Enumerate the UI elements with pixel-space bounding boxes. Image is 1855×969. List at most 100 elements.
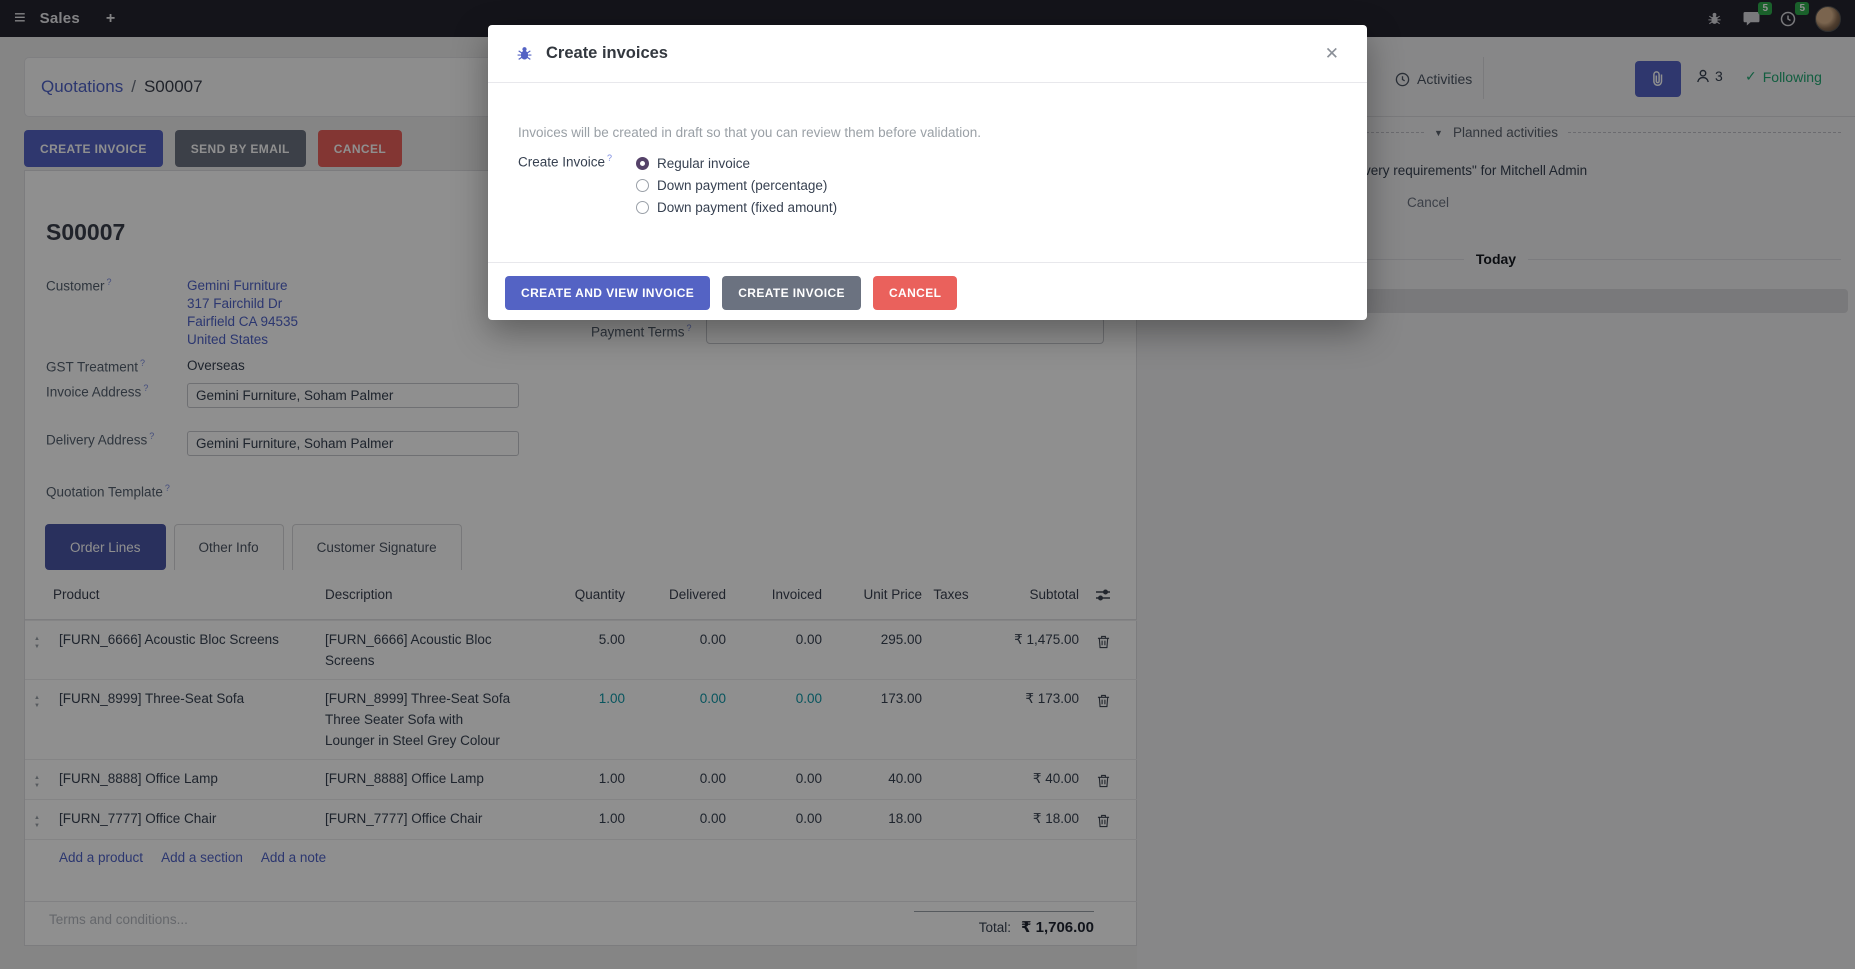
cell-invoiced[interactable]: 0.00: [795, 632, 822, 647]
cell-delivered[interactable]: 0.00: [699, 811, 726, 826]
follower-count: 3: [1715, 68, 1723, 84]
cell-description[interactable]: [FURN_6666] Acoustic Bloc Screens: [325, 632, 492, 668]
drag-handle-icon[interactable]: ▲ ▼: [34, 695, 40, 709]
add-a-section-link[interactable]: Add a section: [161, 850, 243, 865]
create-invoice-button[interactable]: CREATE INVOICE: [24, 130, 163, 167]
cell-description[interactable]: [FURN_8888] Office Lamp: [325, 771, 484, 786]
modal-create-invoice-button[interactable]: CREATE INVOICE: [722, 276, 861, 310]
cell-invoiced[interactable]: 0.00: [795, 691, 822, 706]
col-product[interactable]: Product: [53, 587, 100, 602]
payment-terms-input[interactable]: [706, 317, 1104, 344]
cell-subtotal: ₹ 1,475.00: [1014, 632, 1079, 647]
delete-row-icon[interactable]: [1097, 634, 1110, 649]
activities-clock-icon[interactable]: 5: [1778, 1, 1809, 29]
customer-name-link[interactable]: Gemini Furniture: [187, 278, 288, 293]
apps-menu-icon[interactable]: ≡: [14, 7, 26, 29]
new-tab-icon[interactable]: +: [105, 9, 116, 27]
user-avatar[interactable]: [1815, 5, 1841, 32]
messages-icon[interactable]: 5: [1741, 1, 1772, 29]
cell-quantity[interactable]: 1.00: [598, 691, 625, 706]
modal-cancel-button[interactable]: CANCEL: [872, 276, 958, 310]
planned-activities-label: Planned activities: [1452, 125, 1558, 140]
table-row[interactable]: ▲ ▼ [FURN_7777] Office Chair [FURN_7777] …: [25, 799, 1138, 839]
cell-unit-price[interactable]: 18.00: [888, 811, 922, 826]
total-label: Total:: [978, 920, 1011, 935]
add-a-note-link[interactable]: Add a note: [260, 850, 327, 865]
cell-product[interactable]: [FURN_7777] Office Chair: [59, 811, 217, 826]
cell-description[interactable]: [FURN_8999] Three-Seat Sofa Three Seater…: [325, 691, 511, 748]
close-icon[interactable]: ✕: [1324, 43, 1339, 63]
col-invoiced[interactable]: Invoiced: [771, 587, 822, 602]
tab-customer-signature[interactable]: Customer Signature: [291, 524, 462, 570]
create-and-view-invoice-button[interactable]: CREATE AND VIEW INVOICE: [505, 276, 711, 310]
delivery-address-input[interactable]: [187, 431, 519, 456]
breadcrumb-current: S00007: [143, 77, 203, 96]
tab-other-info[interactable]: Other Info: [173, 524, 284, 570]
cell-unit-price[interactable]: 173.00: [880, 691, 922, 706]
table-row[interactable]: ▲ ▼ [FURN_6666] Acoustic Bloc Screens [FU…: [25, 620, 1138, 679]
cell-subtotal: ₹ 40.00: [1032, 771, 1079, 786]
attach-files-button[interactable]: [1635, 61, 1681, 97]
cell-delivered[interactable]: 0.00: [699, 771, 726, 786]
activity-cancel-link[interactable]: Cancel: [1407, 195, 1450, 210]
cell-quantity[interactable]: 1.00: [598, 811, 625, 826]
cell-unit-price[interactable]: 295.00: [880, 632, 922, 647]
app-name[interactable]: Sales: [39, 10, 80, 27]
col-taxes[interactable]: Taxes: [933, 587, 969, 602]
following-button[interactable]: ✓ Following: [1745, 68, 1822, 85]
terms-and-conditions-input[interactable]: [49, 911, 914, 936]
cell-unit-price[interactable]: 40.00: [888, 771, 922, 786]
cancel-quotation-button[interactable]: CANCEL: [317, 130, 403, 167]
radio-down-payment-fixed[interactable]: Down payment (fixed amount): [636, 196, 837, 218]
tab-order-lines[interactable]: Order Lines: [45, 524, 166, 570]
col-description[interactable]: Description: [325, 587, 393, 602]
quotation-template-label: Quotation Template?: [46, 483, 170, 500]
col-delivered[interactable]: Delivered: [668, 587, 726, 602]
drag-handle-icon[interactable]: ▲ ▼: [34, 775, 40, 789]
cell-quantity[interactable]: 1.00: [598, 771, 625, 786]
order-lines-table: Product Description Quantity Delivered I…: [25, 570, 1138, 875]
cell-delivered[interactable]: 0.00: [699, 691, 726, 706]
help-icon: ?: [140, 358, 146, 368]
table-row[interactable]: ▲ ▼ [FURN_8999] Three-Seat Sofa [FURN_899…: [25, 679, 1138, 759]
drag-handle-icon[interactable]: ▲ ▼: [34, 815, 40, 829]
followers-button[interactable]: 3: [1696, 68, 1723, 84]
breadcrumb-quotations-link[interactable]: Quotations: [41, 77, 124, 96]
help-icon: ?: [164, 483, 170, 493]
cell-product[interactable]: [FURN_8888] Office Lamp: [59, 771, 218, 786]
debug-bug-icon[interactable]: [1704, 9, 1724, 29]
cell-product[interactable]: [FURN_8999] Three-Seat Sofa: [59, 691, 245, 706]
col-quantity[interactable]: Quantity: [574, 587, 625, 602]
radio-down-payment-percentage[interactable]: Down payment (percentage): [636, 174, 837, 196]
radio-regular-invoice[interactable]: Regular invoice: [636, 152, 837, 174]
col-subtotal[interactable]: Subtotal: [1029, 587, 1079, 602]
total-box: Total: ₹ 1,706.00: [914, 911, 1094, 936]
sheet-bottom: Total: ₹ 1,706.00: [25, 901, 1138, 945]
invoice-address-input[interactable]: [187, 383, 519, 408]
table-row[interactable]: ▲ ▼ [FURN_8888] Office Lamp [FURN_8888] O…: [25, 759, 1138, 799]
cell-invoiced[interactable]: 0.00: [795, 811, 822, 826]
cell-description[interactable]: [FURN_7777] Office Chair: [325, 811, 483, 826]
send-by-email-button[interactable]: SEND BY EMAIL: [174, 130, 306, 167]
chevron-down-icon: ▼: [1434, 127, 1443, 138]
add-a-product-link[interactable]: Add a product: [59, 850, 144, 865]
page-action-row: CREATE INVOICE SEND BY EMAIL CANCEL: [24, 130, 403, 167]
customer-country-link[interactable]: United States: [187, 332, 269, 347]
cell-delivered[interactable]: 0.00: [699, 632, 726, 647]
customer-city-link[interactable]: Fairfield CA 94535: [187, 314, 299, 329]
cell-invoiced[interactable]: 0.00: [795, 771, 822, 786]
table-header-row: Product Description Quantity Delivered I…: [25, 570, 1138, 620]
customer-street-link[interactable]: 317 Fairchild Dr: [187, 296, 283, 311]
drag-handle-icon[interactable]: ▲ ▼: [34, 636, 40, 650]
help-icon: ?: [149, 431, 155, 441]
delete-row-icon[interactable]: [1097, 773, 1110, 788]
tab-activities[interactable]: Activities: [1395, 71, 1472, 87]
table-footer-links: Add a product Add a section Add a note: [25, 839, 1138, 875]
delete-row-icon[interactable]: [1097, 813, 1110, 828]
messages-badge: 5: [1758, 1, 1772, 15]
cell-quantity[interactable]: 5.00: [598, 632, 625, 647]
optional-columns-icon[interactable]: [1096, 587, 1110, 602]
delete-row-icon[interactable]: [1097, 693, 1110, 708]
col-unit-price[interactable]: Unit Price: [863, 587, 922, 602]
cell-product[interactable]: [FURN_6666] Acoustic Bloc Screens: [59, 632, 279, 647]
